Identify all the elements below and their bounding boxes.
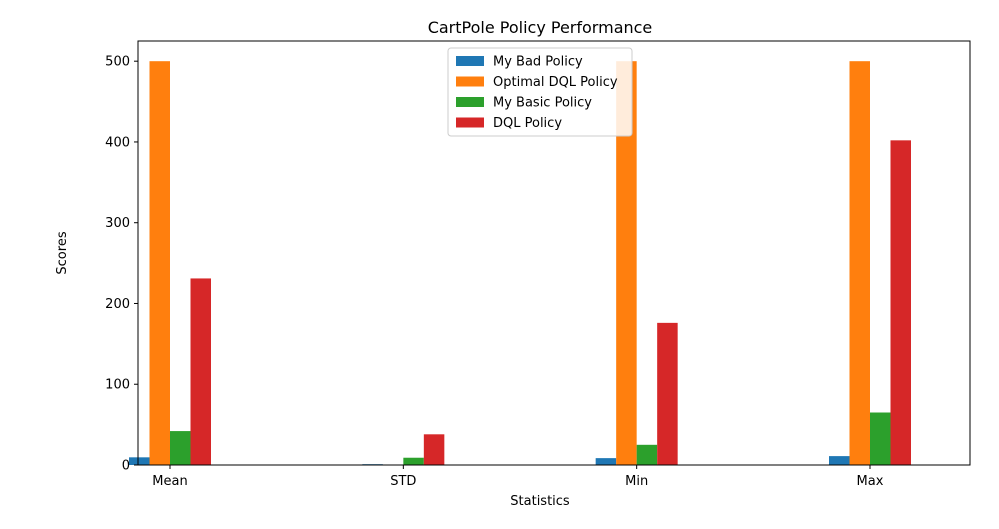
legend-swatch bbox=[456, 97, 484, 107]
legend-entry: My Basic Policy bbox=[493, 96, 592, 111]
bar bbox=[595, 458, 617, 465]
chart-title: CartPole Policy Performance bbox=[428, 18, 653, 37]
legend-swatch bbox=[456, 76, 484, 87]
legend-entry: DQL Policy bbox=[493, 116, 562, 131]
legend-box bbox=[447, 47, 633, 137]
y-tick-label: 0 bbox=[122, 459, 130, 474]
bar bbox=[403, 457, 424, 465]
bar bbox=[616, 61, 637, 465]
bar bbox=[423, 434, 445, 465]
legend-swatch bbox=[456, 117, 484, 128]
bar bbox=[170, 431, 191, 465]
x-tick-label: Mean bbox=[152, 474, 187, 489]
axes-frame bbox=[137, 40, 971, 466]
bar bbox=[870, 412, 891, 465]
y-axis: 0 100 200 300 400 500 bbox=[105, 55, 138, 474]
x-tick-label: Max bbox=[857, 474, 884, 489]
bar bbox=[829, 456, 850, 465]
bar bbox=[890, 140, 911, 465]
bar bbox=[849, 61, 870, 465]
bars-group bbox=[129, 61, 911, 465]
y-axis-label: Scores bbox=[55, 231, 70, 274]
legend: My Bad Policy Optimal DQL Policy My Basic … bbox=[447, 47, 633, 137]
bar bbox=[149, 61, 170, 465]
x-tick-label: Min bbox=[625, 474, 648, 489]
legend-entry: Optimal DQL Policy bbox=[493, 75, 618, 90]
bar bbox=[129, 457, 150, 465]
x-axis: Mean STD Min Max bbox=[152, 465, 884, 489]
legend-entry: My Bad Policy bbox=[493, 55, 583, 70]
y-tick-label: 300 bbox=[105, 216, 130, 231]
y-tick-label: 200 bbox=[105, 297, 130, 312]
legend-swatch bbox=[456, 56, 484, 66]
bar bbox=[190, 278, 211, 465]
y-tick-label: 100 bbox=[105, 378, 130, 393]
bar bbox=[636, 444, 658, 465]
y-tick-label: 400 bbox=[105, 135, 130, 150]
x-tick-label: STD bbox=[390, 474, 416, 489]
x-axis-label: Statistics bbox=[510, 494, 570, 509]
y-tick-label: 500 bbox=[105, 55, 130, 70]
bar bbox=[657, 322, 678, 465]
